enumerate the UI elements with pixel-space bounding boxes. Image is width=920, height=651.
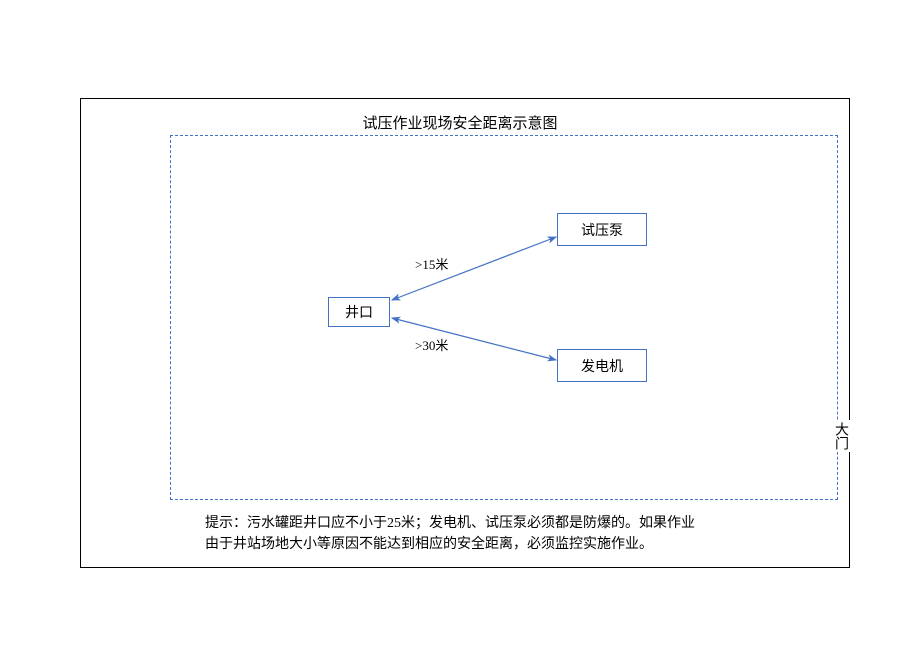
node-testpump-label: 试压泵 bbox=[581, 220, 623, 240]
gate-label: 大门 bbox=[830, 420, 850, 452]
node-testpump: 试压泵 bbox=[557, 213, 647, 246]
hint-line1: 提示：污水罐距井口应不小于25米；发电机、试压泵必须都是防爆的。如果作业 bbox=[205, 513, 695, 534]
hint-line2: 由于井站场地大小等原因不能达到相应的安全距离，必须监控实施作业。 bbox=[205, 534, 695, 555]
edge-label-30m: >30米 bbox=[415, 335, 448, 354]
hint-text: 提示：污水罐距井口应不小于25米；发电机、试压泵必须都是防爆的。如果作业 由于井… bbox=[205, 513, 695, 555]
node-generator: 发电机 bbox=[557, 349, 647, 382]
node-generator-label: 发电机 bbox=[581, 356, 623, 376]
diagram-title: 试压作业现场安全距离示意图 bbox=[0, 112, 920, 133]
node-wellhead: 井口 bbox=[328, 297, 390, 327]
node-wellhead-label: 井口 bbox=[345, 302, 373, 322]
dashed-boundary bbox=[170, 135, 838, 500]
edge-label-15m: >15米 bbox=[415, 254, 448, 273]
